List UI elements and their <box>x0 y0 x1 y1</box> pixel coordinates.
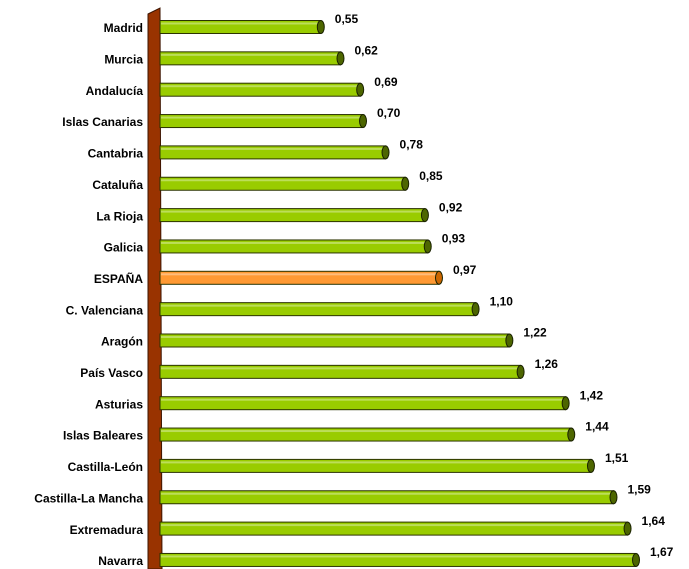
category-label: Castilla-León <box>68 460 143 474</box>
bar-highlight <box>161 336 509 338</box>
bar-cap <box>516 364 525 379</box>
bar <box>159 490 614 505</box>
bar-cap <box>359 114 368 129</box>
value-label: 0,92 <box>439 200 463 214</box>
bar-highlight <box>161 241 427 244</box>
bar-cap <box>586 458 595 473</box>
bar <box>159 82 361 97</box>
value-label: 0,78 <box>400 138 424 152</box>
category-label: C. Valenciana <box>66 303 144 317</box>
value-label: 1,26 <box>535 357 559 371</box>
value-label: 1,42 <box>580 388 604 402</box>
category-label: Murcia <box>104 53 143 67</box>
value-label: 1,44 <box>585 420 609 434</box>
category-label: Cataluña <box>92 178 143 192</box>
bar <box>159 458 592 473</box>
bar-cap <box>505 333 514 348</box>
bar-highlight <box>161 461 590 464</box>
category-label: Extremadura <box>70 523 144 537</box>
category-label: La Rioja <box>96 209 143 223</box>
value-label: 0,62 <box>354 44 378 58</box>
bar-cap <box>336 51 345 66</box>
value-label: 1,67 <box>650 545 674 559</box>
bar <box>159 552 637 567</box>
bar <box>159 145 387 160</box>
bar-highlight <box>161 555 635 558</box>
bar-highlight <box>161 85 360 88</box>
bar-cap <box>623 521 632 536</box>
bar <box>159 270 440 285</box>
bar-highlight <box>161 210 424 213</box>
bar-highlight <box>161 430 571 433</box>
bar-cap <box>434 270 443 285</box>
bar-highlight <box>161 367 520 370</box>
bar <box>159 208 426 223</box>
bar-highlight <box>161 116 363 119</box>
category-label: Navarra <box>98 554 143 568</box>
category-label: País Vasco <box>80 366 143 380</box>
bar-highlight <box>161 398 565 401</box>
axis-wall <box>147 7 163 569</box>
bar-highlight <box>161 492 613 495</box>
bar <box>159 114 364 129</box>
bar-cap <box>316 20 325 34</box>
category-label: Aragón <box>101 335 143 349</box>
bar <box>159 521 629 536</box>
bar <box>159 302 477 317</box>
category-label: Islas Canarias <box>62 115 143 129</box>
category-label: Andalucía <box>86 84 144 98</box>
bar-cap <box>471 302 480 317</box>
bar-highlight <box>161 304 475 307</box>
value-label: 0,55 <box>335 12 359 26</box>
category-label: Asturias <box>95 397 143 411</box>
category-label: Islas Baleares <box>63 429 143 443</box>
category-label: Castilla-La Mancha <box>34 491 143 505</box>
bar <box>159 176 406 191</box>
value-label: 1,10 <box>490 294 514 308</box>
bar-cap <box>401 176 410 191</box>
bar-highlight <box>161 22 320 25</box>
bar-cap <box>423 239 432 254</box>
bar <box>159 20 322 34</box>
bar <box>159 333 510 348</box>
value-label: 1,59 <box>627 482 651 496</box>
bar <box>159 239 429 254</box>
bar-cap <box>609 490 618 505</box>
bar-cap <box>420 208 429 223</box>
value-label: 1,64 <box>642 514 666 528</box>
bar-highlight <box>161 273 438 276</box>
value-label: 0,69 <box>374 75 398 89</box>
bar-highlight <box>161 179 405 182</box>
bar-highlight <box>161 53 340 56</box>
value-label: 0,70 <box>377 106 401 120</box>
value-label: 0,85 <box>419 169 443 183</box>
bar-cap <box>561 396 570 411</box>
bar-cap <box>567 427 576 442</box>
bar <box>159 427 572 442</box>
bar-highlight <box>161 524 627 527</box>
bar-cap <box>356 82 365 97</box>
value-label: 0,97 <box>453 263 477 277</box>
bar-highlight <box>161 147 385 150</box>
value-label: 1,22 <box>523 326 547 340</box>
category-label: ESPAÑA <box>94 271 143 286</box>
value-label: 0,93 <box>442 232 466 246</box>
bar-cap <box>381 145 390 160</box>
category-label: Madrid <box>104 21 143 35</box>
bar <box>159 396 567 411</box>
category-label: Galicia <box>104 241 144 255</box>
bar <box>159 51 341 66</box>
bar-cap <box>632 552 640 567</box>
value-label: 1,51 <box>605 451 629 465</box>
category-label: Cantabria <box>88 147 144 161</box>
bar <box>159 364 522 379</box>
